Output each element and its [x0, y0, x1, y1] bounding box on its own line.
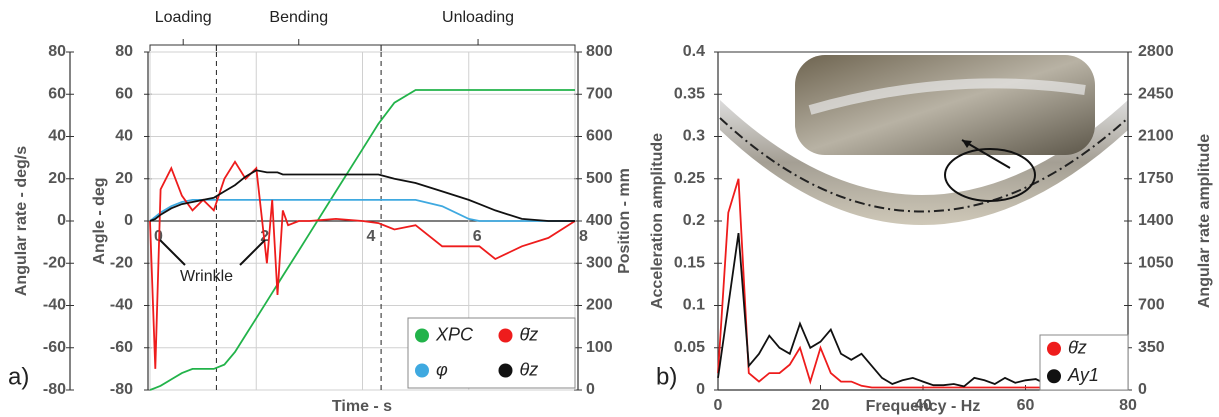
phase-label: Bending [269, 9, 328, 26]
x-tick-label: 0 [714, 397, 723, 414]
phase-bracket [215, 39, 382, 51]
annotation-arrow [159, 239, 186, 266]
inset-photo [719, 55, 1129, 225]
y-tick-label: 0.4 [683, 43, 705, 60]
y2-tick-label: 200 [586, 297, 613, 314]
annotation: Wrinkle [180, 268, 233, 285]
y-tick-label: 0 [696, 381, 705, 398]
x-tick-label: 20 [812, 397, 830, 414]
x-tick-label: 80 [1119, 397, 1137, 414]
x-tick-label: 40 [914, 397, 932, 414]
y-axis-label: Angular rate - deg/s [13, 146, 30, 296]
y2-tick-label: 0 [586, 381, 595, 398]
legend-label: θ̇z [520, 324, 539, 344]
y2-tick-label: 1750 [1138, 170, 1174, 187]
x-tick-label: 8 [579, 228, 588, 245]
y3-tick-label: -60 [110, 339, 133, 356]
legend-label: XPC [435, 324, 474, 344]
y3-tick-label: 80 [115, 43, 133, 60]
y-tick-label: -40 [43, 297, 66, 314]
y2-tick-label: 2100 [1138, 128, 1174, 145]
y3-tick-label: -80 [110, 381, 133, 398]
legend-label: Ay1 [1067, 365, 1099, 385]
x-axis-label: Time - s [332, 398, 392, 415]
y3-axis-label: Angle - deg [91, 177, 108, 264]
series-line [149, 89, 575, 391]
x-tick-label: 6 [473, 228, 482, 245]
y2-tick-label: 700 [586, 85, 613, 102]
legend-box [407, 317, 576, 389]
phase-label: Unloading [442, 9, 514, 26]
y-tick-label: 0.25 [674, 170, 705, 187]
y2-tick-label: 2800 [1138, 43, 1174, 60]
y3-tick-label: 40 [115, 128, 133, 145]
y3-tick-label: 60 [115, 85, 133, 102]
legend-label: φ [436, 359, 448, 379]
annotation-arrow [239, 239, 266, 266]
legend-label: θ̇z [1068, 338, 1087, 358]
y2-tick-label: 1050 [1138, 254, 1174, 271]
y2-tick-label: 600 [586, 128, 613, 145]
y2-tick-label: 500 [586, 170, 613, 187]
series-line [149, 160, 576, 369]
y3-tick-label: 20 [115, 170, 133, 187]
legend-label: θz [520, 359, 539, 379]
y-tick-label: 0.2 [683, 212, 705, 229]
y2-tick-label: 1400 [1138, 212, 1174, 229]
legend-marker [1047, 369, 1061, 384]
y-tick-label: 40 [48, 128, 66, 145]
y-tick-label: -80 [43, 381, 66, 398]
y2-tick-label: 700 [1138, 297, 1165, 314]
x-tick-label: 4 [367, 228, 376, 245]
y2-tick-label: 2450 [1138, 85, 1174, 102]
y-tick-label: -20 [43, 254, 66, 271]
series-line [149, 169, 575, 222]
y2-tick-label: 400 [586, 212, 613, 229]
series-line [149, 199, 575, 222]
y2-tick-label: 100 [586, 339, 613, 356]
y3-tick-label: 0 [124, 212, 133, 229]
legend-marker [415, 363, 429, 378]
y-tick-label: -60 [43, 339, 66, 356]
y-tick-label: 60 [48, 85, 66, 102]
phase-bracket [149, 39, 217, 51]
y2-tick-label: 800 [586, 43, 613, 60]
panel-label: b) [656, 363, 677, 390]
x-tick-label: 60 [1017, 397, 1035, 414]
y-axis-label: Acceleration amplitude [649, 133, 666, 309]
y2-tick-label: 0 [1138, 381, 1147, 398]
y2-axis-label: Angular rate amplitude [1196, 134, 1213, 308]
y2-tick-label: 350 [1138, 339, 1165, 356]
y-tick-label: 80 [48, 43, 66, 60]
legend-marker [498, 363, 513, 378]
y2-axis-label: Position - mm [616, 168, 633, 274]
y-tick-label: 0.3 [683, 128, 705, 145]
y-tick-label: 0.1 [683, 297, 705, 314]
x-axis-label: Frequency - Hz [866, 398, 981, 415]
phase-bracket [380, 39, 576, 51]
legend-marker [498, 328, 513, 343]
panel-label: a) [8, 363, 29, 390]
y-tick-label: 0 [57, 212, 66, 229]
legend-marker [1047, 341, 1061, 356]
y-tick-label: 0.15 [674, 254, 705, 271]
y3-tick-label: -40 [110, 297, 133, 314]
phase-label: Loading [155, 9, 212, 26]
y-tick-label: 20 [48, 170, 66, 187]
legend-marker [415, 328, 429, 343]
y-tick-label: 0.05 [674, 339, 705, 356]
y2-tick-label: 300 [586, 254, 613, 271]
y3-tick-label: -20 [110, 254, 133, 271]
y-tick-label: 0.35 [674, 85, 705, 102]
